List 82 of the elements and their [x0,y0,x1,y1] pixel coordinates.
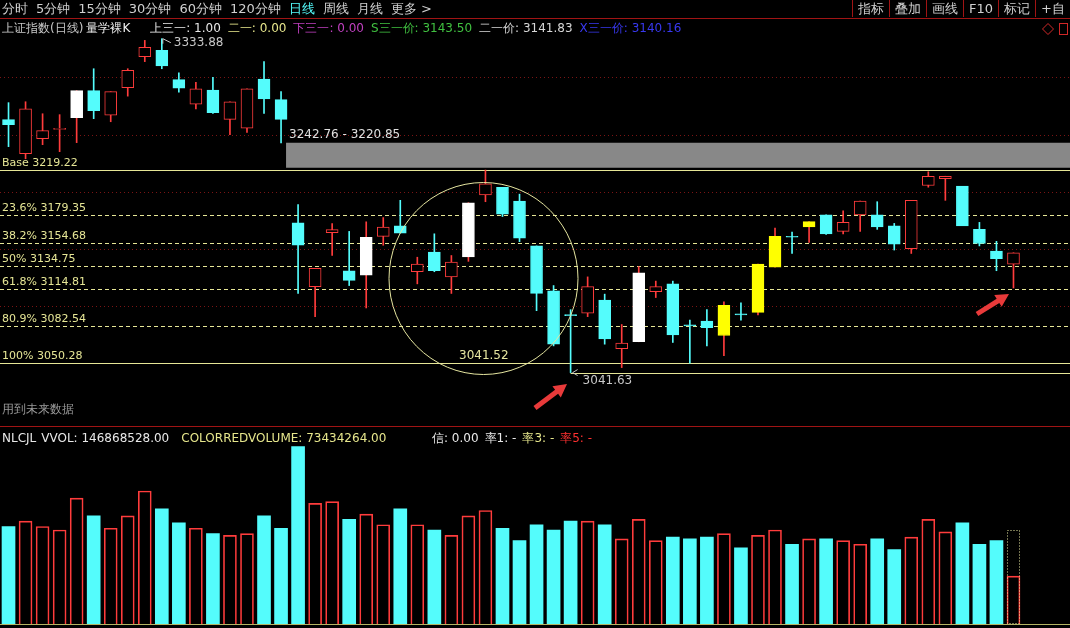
annotation: 二一价: 3141.83 [479,21,573,35]
bar [665,536,680,624]
ref-line-label: 61.8% 3114.81 [2,274,86,288]
bar [291,446,305,624]
chart-subtitle: 量学裸K [86,21,131,35]
bar [274,527,288,624]
chart-title: 上证指数(日线) [2,21,84,35]
ref-line-label: 38.2% 3154.68 [2,229,86,243]
text: VVOL: 146868528.00 [41,431,170,445]
text: 月线 [356,0,383,17]
bar [495,527,510,624]
text: 日线 [288,0,315,17]
annotation: 用到未来数据 [2,402,74,416]
candlestick [700,309,714,347]
bar [342,519,357,624]
text: 分时 [2,0,28,17]
bar [257,515,271,624]
annotation: 二一: 0.00 [227,21,287,35]
band-label: 3242.76 - 3220.85 [289,126,401,141]
text: 120分钟 [229,0,281,17]
bar [819,538,833,624]
bar [870,538,885,624]
text: 更多 > [390,0,432,17]
ref-line-label: Base 3219.22 [2,155,78,169]
ref-line-label: 23.6% 3179.35 [2,201,86,215]
annotation: 3041.52 [459,348,509,362]
candlestick [734,302,748,321]
bar [955,522,970,624]
text: 信: 0.00 [432,431,479,445]
annotation: S三一价: 3143.50 [370,21,473,35]
candlestick [342,231,356,286]
text: 率3: - [522,431,555,445]
bar [393,508,408,624]
candlestick [683,319,697,364]
bar [683,538,697,624]
annotation: 上三一: 1.00 [150,21,221,35]
bar [427,529,442,624]
text: F10 [963,0,999,17]
bar [172,522,186,624]
ref-line-label: 80.9% 3082.54 [2,311,86,325]
candlestick [956,185,969,227]
text: 60分钟 [179,0,222,17]
candlestick [325,223,339,256]
text: 标记 [998,0,1036,17]
bar [972,543,987,624]
bar [563,520,578,624]
bar [206,533,220,624]
ref-line-label: 100% 3050.28 [2,348,83,362]
bar [785,543,799,624]
chart-title: NLCJL [2,431,37,445]
bar [1,526,16,624]
candlestick [785,231,799,254]
annotation: 3333.88 [173,34,224,49]
text: 率1: - [484,431,517,445]
bar [1007,530,1020,624]
annotation: X三一价: 3140.16 [579,21,682,35]
candlestick [615,324,629,368]
text: 15分钟 [78,0,121,17]
candlestick [291,204,305,294]
text: 周线 [322,0,349,17]
bar [734,547,748,624]
text: 率5: - [560,431,593,445]
bar [154,508,169,624]
annotation: 下三一: 0.00 [293,21,364,35]
ref-line-label: 3041.63 [582,372,633,387]
ref-line-label: 50% 3134.75 [2,252,76,266]
bar [887,549,902,624]
bar [700,536,714,624]
bar [86,515,101,624]
text: 画线 [926,0,964,17]
text: 指标 [852,0,890,17]
text: COLORREDVOLUME: 73434264.00 [181,431,387,445]
bar [989,540,1004,624]
text: +自 [1035,0,1070,17]
bar [512,540,527,624]
text: 叠加 [889,0,927,17]
candlestick [802,221,816,243]
text: 30分钟 [128,0,172,17]
bar [597,524,612,624]
bar [529,524,544,624]
text: 5分钟 [36,0,71,17]
bar [546,529,561,624]
